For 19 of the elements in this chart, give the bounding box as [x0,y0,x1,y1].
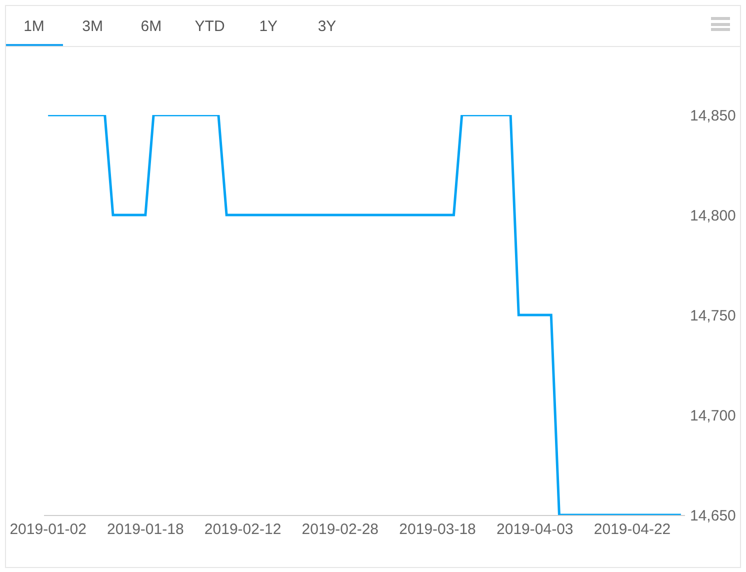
range-label: 3M [81,19,104,34]
range-label: 3Y [316,19,338,34]
y-tick-label: 14,650 [690,507,736,524]
line-series [46,115,682,515]
x-tick-label: 2019-01-02 [10,521,86,538]
x-tick-label: 2019-03-18 [399,521,476,538]
y-tick-label: 14,800 [690,207,736,224]
range-label: 1M [22,19,46,34]
range-label: 1Y [258,19,279,34]
x-tick-label: 2019-02-12 [204,521,282,538]
x-tick-label: 2019-02-28 [302,521,379,538]
x-tick-label: 2019-04-22 [594,521,671,538]
y-tick-label: 14,750 [690,307,736,324]
x-tick-label: 2019-04-03 [496,521,574,538]
range-label: 6M [140,19,163,34]
y-tick-label: 14,850 [690,107,736,124]
range-label: YTD [194,19,226,34]
x-tick-label: 2019-01-18 [107,521,184,538]
y-tick-label: 14,700 [690,407,736,424]
